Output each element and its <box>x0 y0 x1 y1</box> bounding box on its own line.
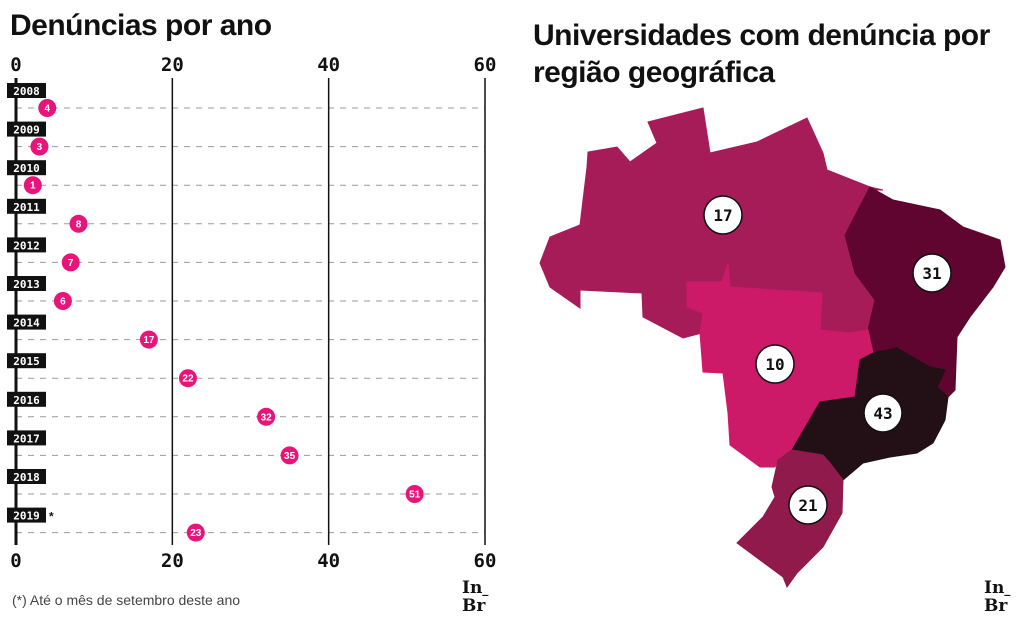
right-chart-title: Universidades com denúncia por região ge… <box>533 19 990 89</box>
year-label: 2018 <box>13 471 40 484</box>
region-value-label: 21 <box>798 496 817 515</box>
year-label-bg <box>7 276 46 291</box>
data-label: 23 <box>190 528 202 539</box>
year-label: 2012 <box>13 239 40 252</box>
year-label: 2008 <box>13 85 40 98</box>
data-point <box>139 330 158 349</box>
data-point <box>38 99 57 117</box>
data-label: 8 <box>76 219 82 230</box>
year-label-bg <box>7 430 46 446</box>
year-label: 2011 <box>13 201 40 214</box>
data-label: 3 <box>37 142 43 153</box>
year-label-bg <box>7 507 46 523</box>
data-label: 32 <box>261 412 273 423</box>
left-chart-title: Denúncias por ano <box>10 9 272 42</box>
year-label: 2010 <box>13 162 40 175</box>
tick-label-bottom: 60 <box>474 550 497 572</box>
data-label: 6 <box>60 297 66 308</box>
region-value-label: 17 <box>713 206 732 225</box>
inbr-logo: In_ Br <box>984 578 1011 616</box>
year-label-bg <box>7 314 46 330</box>
data-point <box>30 137 49 156</box>
year-label: 2015 <box>13 355 40 368</box>
inbr-logo: In_ Br <box>462 578 489 616</box>
data-point <box>61 253 80 272</box>
region-value-badge <box>755 344 795 384</box>
tick-label-top: 20 <box>161 54 184 76</box>
data-point <box>280 446 299 465</box>
data-point <box>257 407 276 426</box>
footnote: (*) Até o mês de setembro deste ano <box>12 592 241 608</box>
year-label-bg <box>7 353 46 369</box>
year-label: 2019 <box>13 510 40 523</box>
data-point <box>178 369 197 388</box>
data-label: 1 <box>30 181 36 192</box>
region-value-badge <box>912 253 952 293</box>
year-label-bg <box>7 160 46 176</box>
data-label: 17 <box>143 335 155 346</box>
tick-label-bottom: 0 <box>10 550 21 572</box>
data-point <box>23 176 42 195</box>
year-label-bg <box>7 198 46 214</box>
year-footnote-mark: * <box>49 510 54 524</box>
year-label: 2017 <box>13 432 40 445</box>
region-value-badge <box>703 195 743 235</box>
year-label: 2013 <box>13 278 40 291</box>
year-label-bg <box>7 83 46 98</box>
year-label: 2016 <box>13 394 40 407</box>
data-label: 51 <box>409 490 421 501</box>
region-south <box>736 449 844 589</box>
year-label-bg <box>7 237 46 253</box>
year-label: 2014 <box>13 317 40 330</box>
year-label-bg <box>7 121 46 137</box>
year-label-bg <box>7 469 46 484</box>
tick-label-top: 40 <box>317 54 340 76</box>
data-point <box>405 485 424 503</box>
tick-label-bottom: 40 <box>317 550 340 572</box>
tick-label-top: 60 <box>474 54 497 76</box>
year-label: 2009 <box>13 124 40 137</box>
region-value-badge <box>863 393 903 433</box>
tick-label-top: 0 <box>10 54 21 76</box>
year-label-bg <box>7 391 46 407</box>
data-label: 4 <box>44 104 50 115</box>
data-label: 22 <box>182 374 194 385</box>
tick-label-bottom: 20 <box>161 550 184 572</box>
data-point <box>53 292 72 310</box>
region-value-label: 10 <box>765 355 784 374</box>
region-value-badge <box>788 485 828 525</box>
data-point <box>69 214 88 233</box>
data-label: 7 <box>68 258 74 269</box>
data-label: 35 <box>284 451 296 462</box>
data-point <box>186 523 205 542</box>
region-value-label: 31 <box>922 264 941 283</box>
region-value-label: 43 <box>873 404 892 423</box>
